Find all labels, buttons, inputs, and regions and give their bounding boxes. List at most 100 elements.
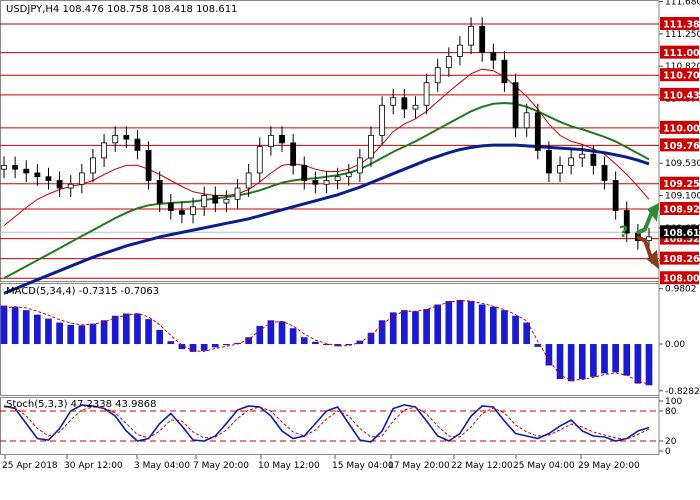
candle-body — [646, 236, 652, 242]
candle-body — [334, 176, 341, 181]
current-price-bg — [660, 225, 699, 239]
candle-body — [323, 180, 330, 185]
candle-body — [12, 165, 19, 170]
candle-body — [45, 176, 52, 181]
macd-bar — [512, 315, 519, 345]
macd-bar — [467, 301, 475, 345]
candle-body — [145, 149, 152, 181]
macd-bar — [45, 318, 52, 345]
candle-body — [279, 134, 285, 144]
macd-bar — [312, 341, 319, 345]
candle-body — [112, 134, 119, 144]
x-tick-label: 15 May 04:00 — [332, 461, 394, 471]
price-frame — [0, 0, 660, 282]
price-y-tick-label: 109.530 — [665, 159, 700, 169]
macd-bar — [445, 301, 453, 345]
candle-body — [590, 153, 597, 166]
question-mark: ? — [619, 222, 628, 241]
macd-bar — [156, 329, 164, 345]
candle-body — [179, 210, 185, 215]
level-label: 110.438 — [663, 90, 700, 101]
candle-body — [401, 97, 408, 110]
candle-body — [356, 157, 363, 174]
level-label: 109.257 — [663, 179, 700, 190]
macd-bar — [200, 344, 208, 351]
stoch-line — [3, 406, 650, 440]
macd-bar — [534, 344, 542, 347]
macd-panel-title: MACD(5,34,4) -0.7315 -0.7063 — [6, 286, 159, 297]
macd-bar — [223, 344, 230, 346]
macd-bar — [556, 344, 564, 380]
candle-body — [423, 82, 430, 106]
candle-body — [368, 134, 374, 159]
macd-y-tick-label: 0.9802 — [665, 285, 697, 295]
time-axis: 25 Apr 2018 30 Apr 12:00 3 May 04:00 7 May … — [2, 455, 640, 471]
stoch-y-tick-label: 20 — [665, 437, 677, 447]
price-y-tick-label: 111.250 — [665, 30, 700, 40]
macd-signal-line — [3, 299, 650, 385]
macd-bar — [578, 344, 586, 380]
level-label-bg — [660, 201, 699, 215]
x-tick-label: 30 Apr 12:00 — [64, 461, 123, 471]
candle-body — [412, 104, 419, 110]
macd-bar — [423, 308, 430, 345]
macd-bar — [478, 304, 486, 345]
macd-bar — [601, 344, 608, 374]
macd-bar — [634, 344, 642, 384]
candle-body — [345, 172, 352, 178]
arrow-up-head-icon — [647, 203, 659, 222]
macd-bar — [122, 313, 130, 345]
macd-bar — [100, 320, 108, 345]
level-label: 108.000 — [663, 274, 700, 285]
candle-body — [479, 25, 486, 54]
stoch-y-tick-label: 80 — [665, 407, 677, 417]
macd-bar — [612, 344, 619, 373]
macd-bar — [412, 311, 419, 345]
candle-body — [167, 202, 174, 211]
candle-body — [23, 168, 30, 174]
macd-bar — [0, 305, 8, 345]
price-panel-title: USDJPY,H4 108.476 108.758 108.418 108.61… — [6, 4, 237, 15]
macd-bar — [56, 322, 63, 345]
candle-body — [390, 97, 397, 106]
arrow-down-head-icon — [647, 249, 659, 270]
level-label: 108.921 — [663, 204, 700, 215]
macd-bar — [289, 328, 297, 345]
macd-bar — [267, 320, 275, 345]
candle-body — [468, 25, 474, 46]
candle-body — [301, 165, 308, 181]
level-label: 108.527 — [663, 234, 700, 245]
candle-body — [34, 172, 41, 178]
macd-bar — [178, 344, 186, 350]
candle-body — [201, 195, 208, 208]
macd-bar — [300, 337, 308, 345]
candle-body — [78, 172, 85, 185]
price-y-tick-label: 111.680 — [665, 0, 700, 8]
stoch-y-tick-label: 0 — [665, 447, 671, 457]
x-tick-label: 10 May 12:00 — [258, 461, 320, 471]
candle-body — [223, 198, 230, 204]
macd-bar — [134, 313, 141, 345]
moving-average-line — [3, 143, 650, 295]
level-label-bg — [660, 176, 699, 190]
candle-body — [512, 82, 519, 129]
x-tick-label: 17 May 20:00 — [388, 461, 450, 471]
candle-body — [1, 165, 7, 170]
macd-bar — [545, 344, 553, 366]
x-tick-label: 22 May 12:00 — [451, 461, 513, 471]
macd-bar — [567, 344, 575, 382]
candle-body — [490, 52, 497, 61]
stoch-line — [3, 404, 650, 443]
macd-bar — [389, 312, 397, 345]
macd-bar — [245, 337, 252, 345]
level-label-bg — [660, 138, 699, 152]
candle-body — [234, 187, 241, 200]
candle-body — [312, 180, 319, 185]
candle-body — [501, 59, 508, 84]
level-label-bg — [660, 16, 699, 30]
candle-body — [445, 56, 452, 69]
x-tick-label: 7 May 20:00 — [193, 461, 249, 471]
candle-body — [601, 165, 608, 181]
candle-body — [546, 149, 552, 174]
